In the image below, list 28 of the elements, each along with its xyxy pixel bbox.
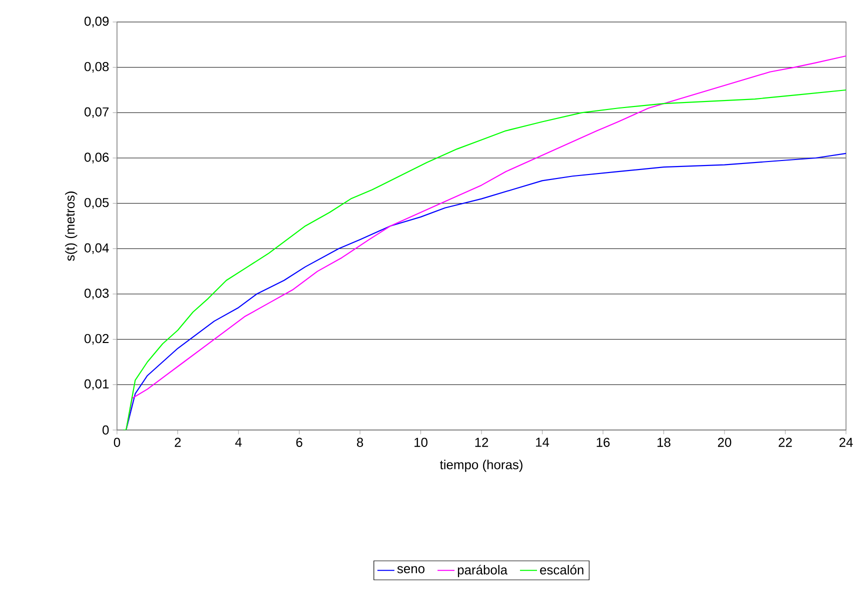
- y-tick-label: 0: [102, 425, 109, 435]
- x-tick-label: 24: [839, 438, 853, 447]
- y-tick-label: 0,09: [84, 16, 109, 28]
- y-tick-label: 0,06: [84, 152, 109, 164]
- y-tick-label: 0,01: [84, 379, 109, 390]
- x-tick-label: 12: [475, 438, 488, 447]
- y-tick-label: 0,07: [84, 107, 109, 118]
- x-tick-label: 20: [718, 438, 732, 447]
- x-tick-label: 8: [356, 438, 364, 447]
- y-tick-label: 0,02: [84, 334, 109, 345]
- x-tick-label: 4: [235, 438, 242, 447]
- x-tick-label: 2: [174, 438, 181, 447]
- y-tick-label: 0,04: [84, 243, 109, 254]
- y-axis-title: s(t) (metros): [65, 192, 78, 261]
- y-tick-label: 0,05: [84, 198, 109, 209]
- x-tick-label: 16: [596, 438, 610, 447]
- y-tick-label: 0,08: [84, 62, 109, 73]
- legend-label: parábola: [458, 564, 508, 578]
- x-tick-label: 14: [536, 438, 550, 447]
- x-axis-title: tiempo (horas): [440, 460, 522, 472]
- x-tick-label: 22: [778, 438, 792, 447]
- legend-label: seno: [397, 566, 424, 574]
- x-tick-label: 10: [414, 438, 428, 447]
- y-tick-label: 0,03: [84, 288, 109, 300]
- x-tick-label: 6: [296, 438, 302, 447]
- x-tick-label: 18: [658, 438, 670, 447]
- legend-label: escalón: [540, 564, 584, 575]
- x-tick-label: 0: [114, 438, 120, 447]
